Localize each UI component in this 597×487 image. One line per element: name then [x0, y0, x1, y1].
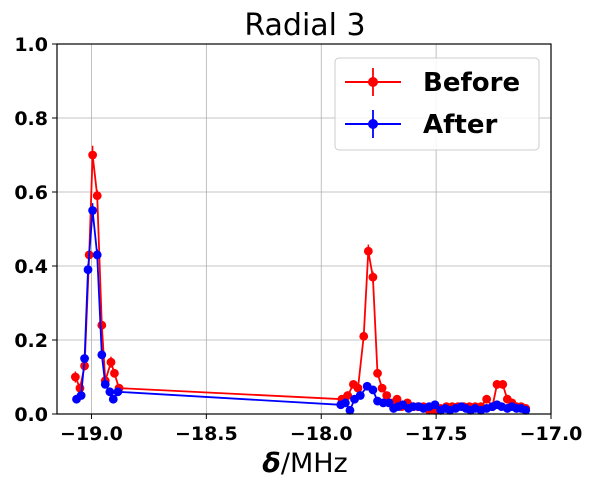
data-point-after: [368, 385, 378, 395]
x-tick-label: −18.0: [290, 423, 353, 445]
y-tick-label: 0.2: [14, 330, 48, 352]
data-point-before: [382, 391, 392, 400]
x-tick-label: −17.0: [520, 423, 583, 445]
data-point-before: [498, 380, 508, 389]
data-point-before: [88, 150, 98, 160]
data-point-before: [482, 394, 492, 404]
data-point-before: [97, 320, 107, 330]
y-tick-label: 1.0: [14, 34, 48, 56]
data-point-after: [340, 398, 350, 408]
data-point-after: [76, 391, 86, 400]
legend-label-before: Before: [423, 68, 520, 98]
data-point-after: [92, 250, 102, 260]
data-point-after: [355, 391, 365, 400]
x-tick-label: −17.5: [405, 423, 468, 445]
x-axis-label: δ/MHz: [262, 448, 347, 479]
y-tick-label: 0.4: [14, 256, 48, 278]
data-point-after: [430, 400, 440, 410]
data-point-before: [110, 368, 119, 378]
legend-item-before: Before: [345, 68, 520, 98]
data-point-before: [359, 331, 369, 341]
data-point-after: [521, 405, 531, 415]
data-point-after: [88, 206, 98, 215]
plot-frame: [56, 43, 552, 415]
data-point-before: [353, 383, 363, 393]
data-point-after: [105, 387, 115, 397]
data-point-after: [97, 350, 107, 360]
y-tick-label: 0.8: [14, 108, 48, 130]
series-after: [72, 203, 531, 415]
legend: Before After: [334, 57, 540, 151]
data-point-after: [100, 380, 110, 389]
x-tick-label: −18.5: [175, 423, 238, 445]
data-point-before: [92, 191, 102, 201]
data-point-before: [75, 383, 85, 393]
chart-title: Radial 3: [244, 8, 365, 43]
data-point-before: [368, 272, 378, 282]
x-axis-label-symbol: δ: [262, 448, 281, 479]
data-point-after: [108, 394, 118, 404]
y-tick-label: 0.6: [14, 182, 48, 204]
data-point-after: [345, 405, 355, 415]
legend-label-after: After: [423, 110, 497, 140]
data-point-before: [363, 246, 373, 256]
ticks: −19.0 −18.5 −18.0 −17.5 −17.0 0.0 0.2 0.4 0.6 0.8…: [14, 34, 582, 445]
data-point-after: [80, 354, 89, 363]
data-point-before: [343, 391, 353, 400]
data-point-before: [392, 394, 402, 404]
x-tick-label: −19.0: [60, 423, 123, 445]
legend-marker-after: [368, 119, 378, 129]
data-point-before: [373, 368, 382, 378]
data-point-before: [70, 372, 80, 382]
series-layer: [70, 145, 531, 415]
x-axis-label-unit: /MHz: [281, 448, 348, 479]
data-point-after: [113, 387, 123, 397]
legend-item-after: After: [345, 110, 497, 140]
legend-marker-before: [368, 77, 378, 87]
y-tick-label: 0.0: [14, 404, 48, 426]
data-point-before: [377, 383, 387, 393]
data-point-before: [106, 357, 116, 367]
data-point-after: [83, 265, 93, 275]
